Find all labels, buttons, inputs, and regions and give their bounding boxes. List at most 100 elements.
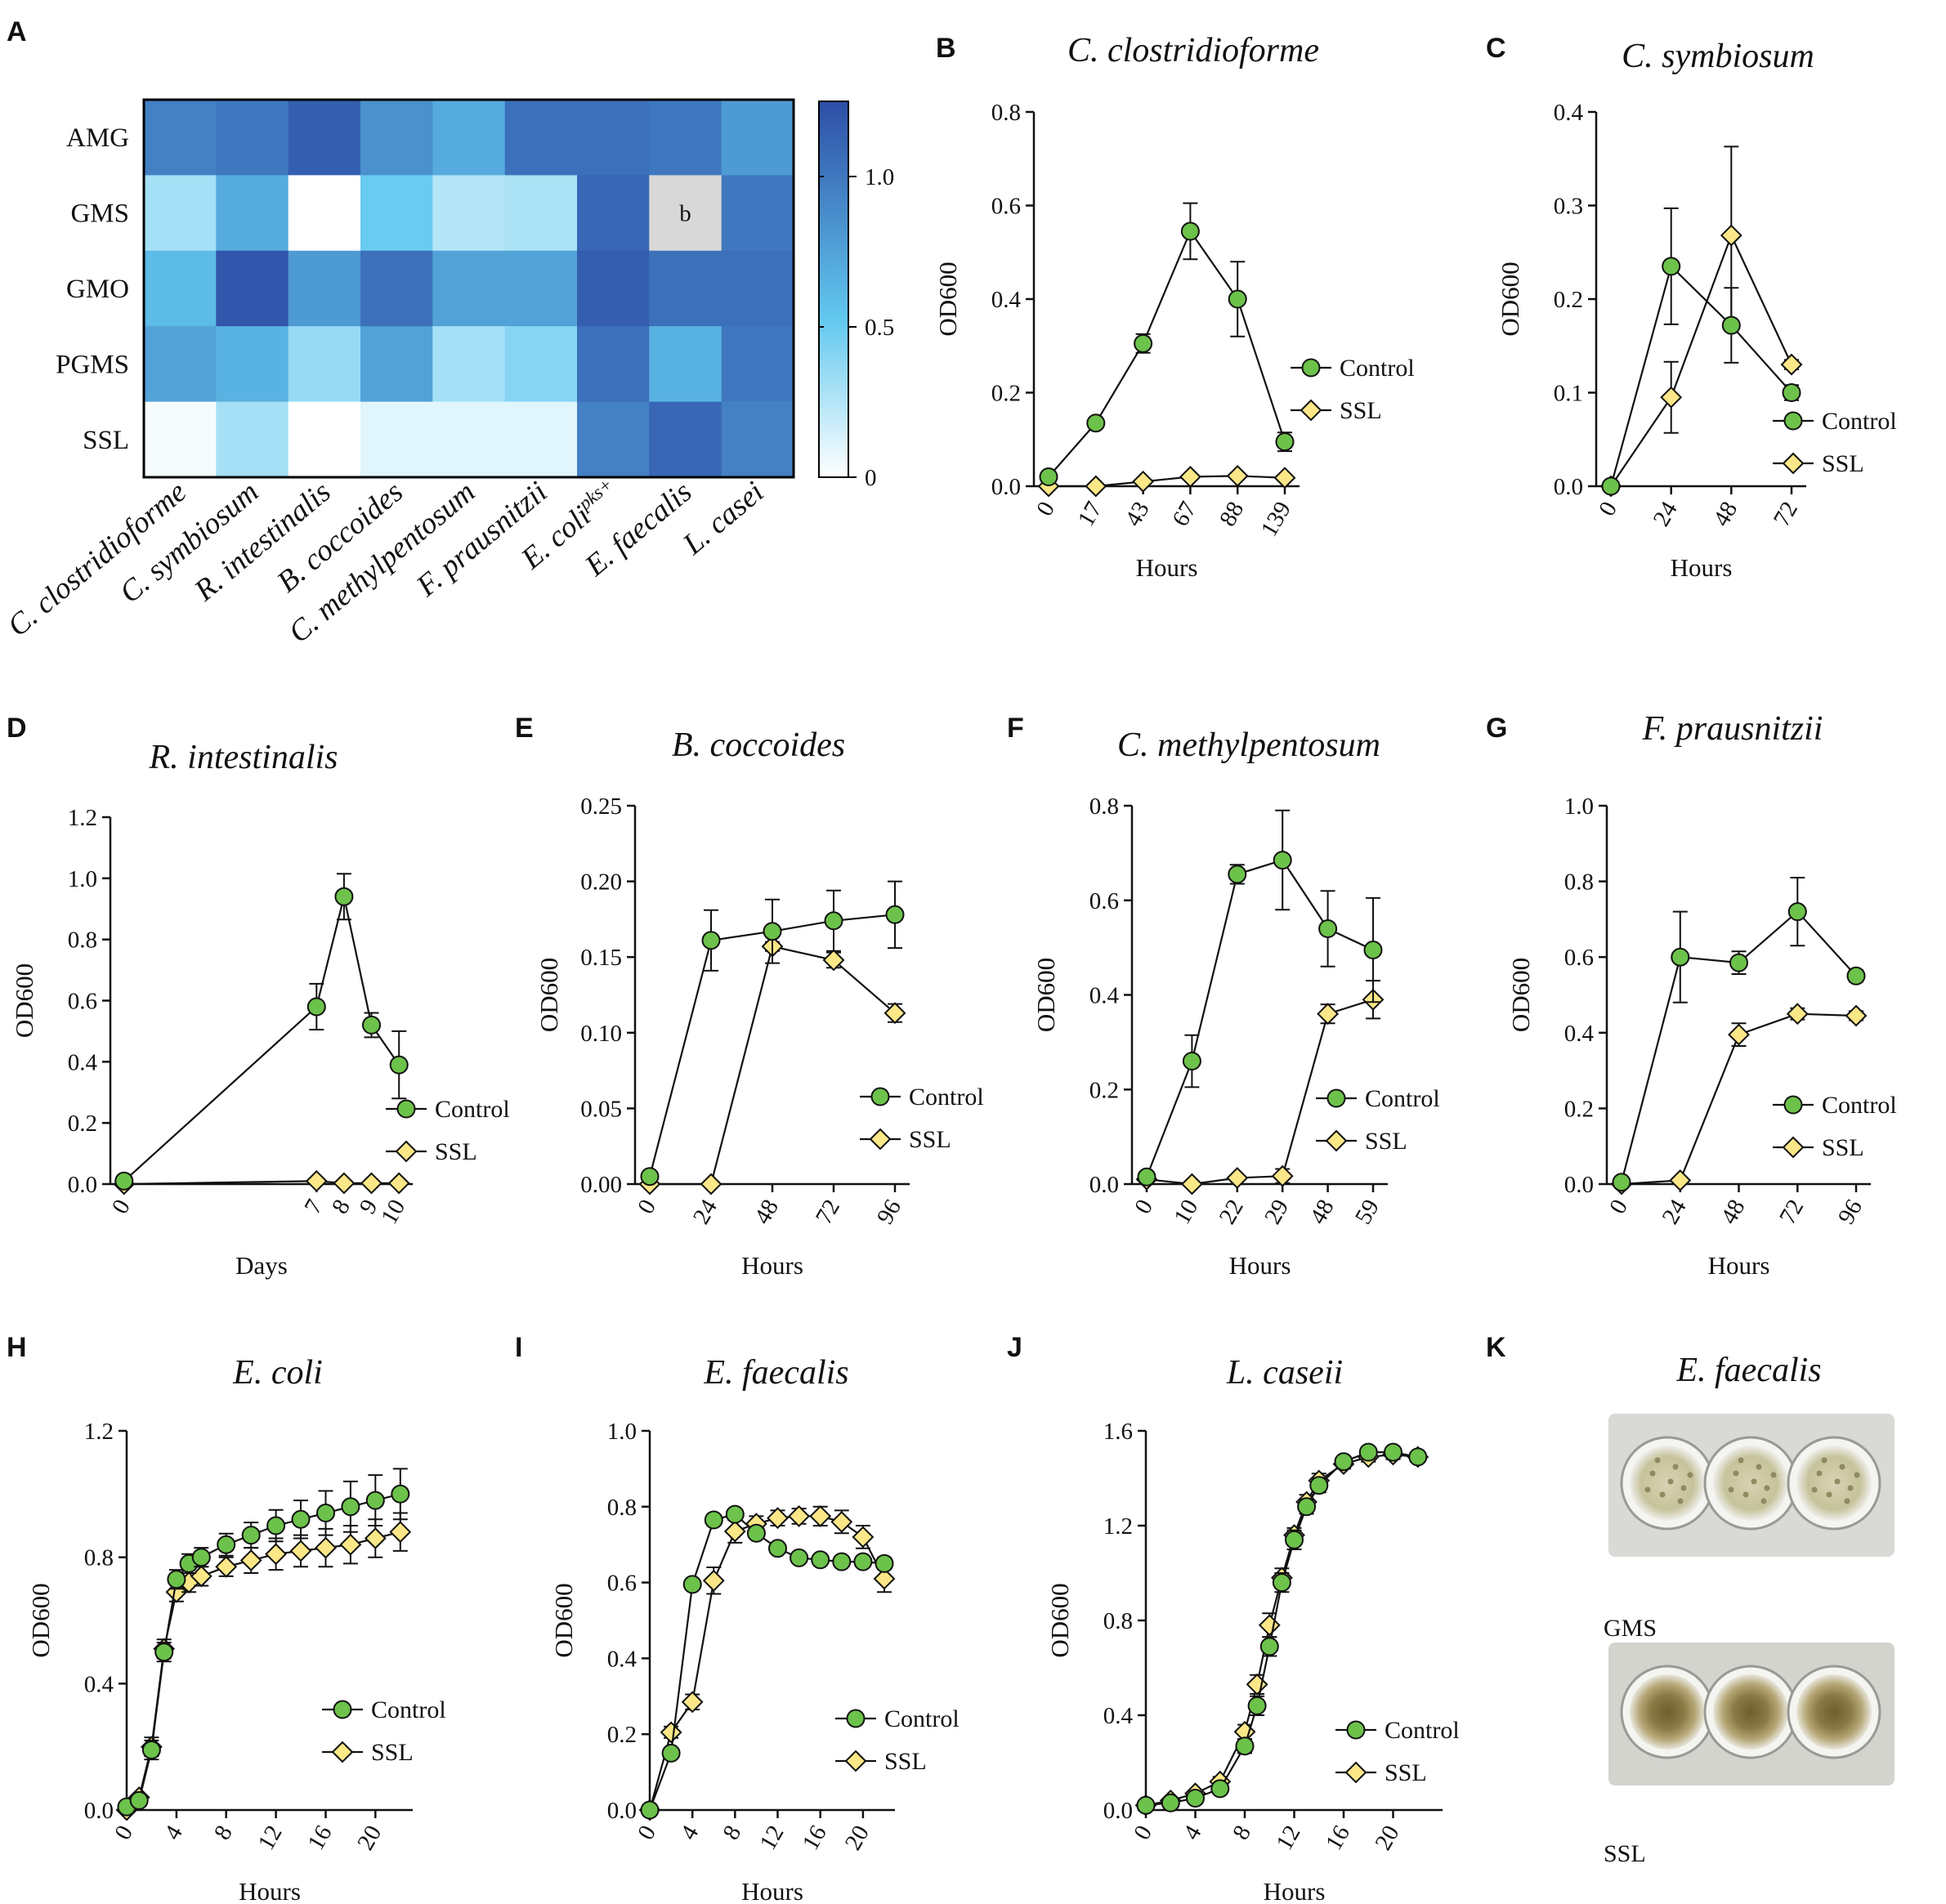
y-tick-label: 0.05 xyxy=(580,1096,622,1122)
x-axis-label: Hours xyxy=(1671,553,1733,582)
y-tick-label: 0.0 xyxy=(1103,1798,1133,1824)
control-point xyxy=(1384,1442,1402,1462)
heatmap-cell xyxy=(144,401,217,478)
ssl-point xyxy=(1226,464,1249,487)
control-point xyxy=(391,1484,410,1504)
colorbar-tick-label: 0.5 xyxy=(865,315,894,341)
legend: Control SSL xyxy=(1291,355,1415,424)
y-tick-label: 0.8 xyxy=(1564,869,1594,896)
x-tick-label: 96 xyxy=(1833,1196,1868,1229)
ssl-point xyxy=(1226,1167,1249,1189)
clump xyxy=(1654,1457,1661,1464)
ssl-point xyxy=(1660,386,1683,409)
legend: Control SSL xyxy=(322,1696,446,1766)
heatmap-cell xyxy=(649,175,722,252)
heatmap-cell xyxy=(577,100,650,176)
panel-label-b: B xyxy=(936,33,956,64)
ecoli-superscript: pks+ xyxy=(573,474,616,515)
chart-title: R. intestinalis xyxy=(149,739,338,776)
heatmap-cell xyxy=(432,100,506,176)
y-axis-label: OD600 xyxy=(549,1583,578,1657)
x-tick-label: 43 xyxy=(1120,498,1154,531)
well-contents xyxy=(1630,1446,1705,1521)
ssl-point xyxy=(339,1533,362,1556)
colorbar-ticks: 0 0.5 1.0 xyxy=(819,164,894,491)
legend: Control SSL xyxy=(386,1096,510,1165)
control-point xyxy=(1787,902,1807,922)
legend: Control SSL xyxy=(1335,1717,1460,1786)
ssl-point xyxy=(1180,1173,1203,1196)
x-axis-label: Hours xyxy=(741,1877,803,1904)
clump xyxy=(1847,1485,1854,1491)
y-axis-label: OD600 xyxy=(10,963,38,1038)
control-point xyxy=(875,1553,894,1573)
heatmap-cell xyxy=(721,401,794,478)
heatmap-row-labels: AMG GMS GMO PGMS SSL xyxy=(56,123,129,455)
control-point xyxy=(167,1570,186,1589)
heatmap-cell xyxy=(649,100,722,176)
panel-label-h: H xyxy=(7,1332,27,1363)
control-point xyxy=(682,1575,702,1594)
ssl-point xyxy=(360,1172,382,1195)
well-photo-panel: K E. faecalis GMS SSL xyxy=(1486,1332,1895,1867)
series-control xyxy=(114,873,409,1191)
control-point xyxy=(725,1504,745,1524)
control-point xyxy=(1358,1442,1378,1462)
x-tick-label: 12 xyxy=(754,1821,789,1855)
ssl-point xyxy=(331,1741,354,1763)
series-line xyxy=(650,945,896,1186)
clump xyxy=(1680,1485,1687,1491)
y-tick-label: 1.2 xyxy=(68,805,97,831)
series-line xyxy=(1145,1450,1419,1807)
y-tick-label: 0.4 xyxy=(991,287,1022,313)
x-tick-label: 22 xyxy=(1215,1196,1249,1229)
panel-label-g: G xyxy=(1486,713,1507,744)
x-tick-label: 48 xyxy=(1304,1196,1339,1229)
control-point xyxy=(768,1539,787,1558)
control-point xyxy=(316,1504,335,1522)
heatmap-cell xyxy=(432,401,506,478)
legend-label: SSL xyxy=(435,1138,477,1165)
clump xyxy=(1811,1486,1818,1493)
control-point xyxy=(1326,1088,1346,1108)
heatmap-row-label: AMG xyxy=(66,123,129,153)
well-contents xyxy=(1713,1446,1788,1521)
panel-label-d: D xyxy=(7,713,27,744)
x-axis-label: Hours xyxy=(1708,1251,1770,1280)
heatmap-column-label: L. casei xyxy=(676,475,770,561)
series-ssl xyxy=(113,1169,410,1196)
x-tick-label: 24 xyxy=(1649,497,1683,531)
heatmap-cell xyxy=(432,250,506,327)
ssl-point xyxy=(315,1536,337,1559)
y-axis-label: OD600 xyxy=(1045,1583,1074,1657)
clump xyxy=(1733,1470,1739,1477)
ssl-point xyxy=(1782,452,1805,475)
control-point xyxy=(1039,467,1058,486)
x-tick-label: 24 xyxy=(688,1195,722,1229)
clump xyxy=(1821,1457,1827,1464)
heatmap-cell xyxy=(721,100,794,176)
y-tick-label: 0.4 xyxy=(68,1049,98,1075)
colorbar-tick-label: 0 xyxy=(865,465,877,491)
legend-label: Control xyxy=(1340,355,1415,382)
control-point xyxy=(790,1548,809,1567)
ssl-point xyxy=(289,1540,312,1562)
ssl-point xyxy=(700,1173,722,1196)
control-point xyxy=(154,1643,174,1662)
control-point xyxy=(266,1516,286,1535)
y-tick-label: 0.4 xyxy=(1103,1703,1134,1729)
control-point xyxy=(396,1099,416,1119)
legend-label: SSL xyxy=(371,1739,414,1766)
x-tick-label: 10 xyxy=(376,1196,410,1229)
ssl-point xyxy=(681,1691,704,1714)
control-point xyxy=(1134,333,1153,353)
series-line xyxy=(1049,475,1286,488)
panel-label-k: K xyxy=(1486,1332,1506,1363)
heatmap-cell xyxy=(577,326,650,403)
y-tick-label: 0.3 xyxy=(1554,194,1583,220)
well-row-gms: GMS xyxy=(1604,1414,1895,1642)
y-axis-label: OD600 xyxy=(535,958,563,1032)
x-tick-label: 0 xyxy=(107,1196,136,1219)
y-axis-label: OD600 xyxy=(933,261,962,336)
clump xyxy=(1751,1478,1757,1485)
